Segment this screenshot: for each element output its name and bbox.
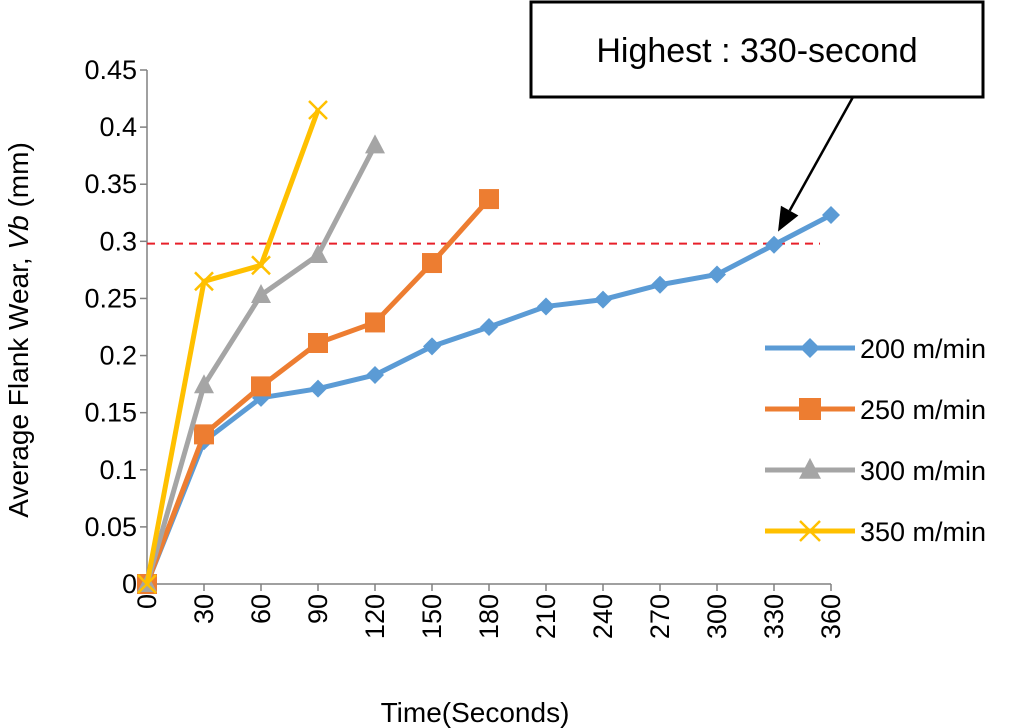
series-layer — [137, 100, 840, 594]
data-point — [479, 189, 499, 210]
legend-label: 300 m/min — [860, 456, 986, 486]
data-point — [309, 379, 327, 398]
x-tick-label: 240 — [588, 594, 618, 639]
data-point — [422, 253, 442, 274]
x-tick-label: 150 — [417, 594, 447, 639]
data-point — [137, 574, 157, 594]
series-line — [144, 109, 321, 585]
annotation-arrow — [788, 96, 855, 212]
legend-item: 350 m/min — [765, 517, 986, 547]
legend-label: 250 m/min — [860, 395, 986, 425]
data-point — [365, 134, 385, 154]
x-axis-title: Time(Seconds) — [381, 697, 570, 728]
x-tick-label: 360 — [816, 594, 846, 639]
x-tick-label: 60 — [246, 594, 276, 624]
legend-label: 200 m/min — [860, 334, 986, 364]
y-tick-label: 0.35 — [84, 169, 137, 199]
data-point — [594, 290, 612, 309]
data-point — [251, 255, 271, 276]
series-350-m-min — [137, 100, 328, 594]
series-250-m-min — [137, 189, 499, 594]
data-point — [308, 332, 328, 353]
data-point — [194, 271, 214, 292]
x-tick-label: 30 — [189, 594, 219, 624]
y-tick-label: 0.45 — [84, 55, 137, 85]
x-tick-label: 270 — [645, 594, 675, 639]
annotation-box — [529, 0, 985, 99]
legend-marker — [800, 338, 820, 358]
legend-marker — [799, 398, 821, 420]
x-tick-label: 0 — [132, 594, 162, 609]
y-tick-label: 0.3 — [99, 226, 137, 256]
series-line — [144, 144, 378, 585]
data-point — [822, 206, 840, 225]
data-point — [308, 244, 328, 264]
data-point — [765, 235, 783, 254]
y-tick-label: 0.15 — [84, 398, 137, 428]
x-tick-label: 330 — [759, 594, 789, 639]
legend: 200 m/min 250 m/min 300 m/min 350 m/min — [765, 334, 986, 547]
annotation-text: Highest : 330-second — [596, 32, 917, 70]
data-point — [480, 318, 498, 336]
y-tick-label: 0.2 — [99, 341, 137, 371]
data-point — [651, 275, 669, 294]
annotation: Highest : 330-second — [529, 0, 985, 232]
legend-item: 300 m/min — [765, 456, 986, 486]
data-point — [194, 424, 214, 445]
x-tick-label: 180 — [474, 594, 504, 639]
y-tick-label: 0.05 — [84, 512, 137, 542]
y-tick-label: 0.1 — [99, 455, 137, 485]
legend-marker — [799, 457, 821, 479]
annotation-arrowhead — [778, 205, 799, 232]
y-axis-title-suffix: (mm) — [3, 142, 34, 215]
data-point — [308, 100, 328, 120]
x-tick-label: 210 — [531, 594, 561, 639]
legend-marker — [799, 520, 821, 542]
x-tick-label: 90 — [303, 594, 333, 624]
y-axis-title-prefix: Average Flank Wear, — [3, 250, 34, 518]
y-tick-label: 0.4 — [99, 112, 137, 142]
y-axis-title: Average Flank Wear, Vb (mm) — [3, 142, 34, 518]
x-tick-label: 120 — [360, 594, 390, 639]
y-tick-label: 0 — [122, 569, 137, 599]
data-point — [365, 312, 385, 333]
legend-item: 200 m/min — [765, 334, 986, 364]
data-point — [251, 284, 271, 304]
series-300-m-min — [137, 134, 385, 592]
y-tick-label: 0.25 — [84, 283, 137, 313]
data-point — [366, 365, 384, 384]
data-point — [251, 376, 271, 397]
data-point — [708, 265, 726, 284]
axes: 0 0.05 0.1 0.15 0.2 0.25 0.3 0.35 0.4 0.45 0 30 60 90… — [84, 55, 846, 639]
data-point — [194, 374, 214, 394]
legend-item: 250 m/min — [765, 395, 986, 425]
data-point — [537, 297, 555, 316]
data-point — [423, 337, 441, 356]
x-tick-label: 300 — [702, 594, 732, 639]
y-axis-title-italic: Vb — [3, 215, 34, 249]
legend-label: 350 m/min — [860, 517, 986, 547]
